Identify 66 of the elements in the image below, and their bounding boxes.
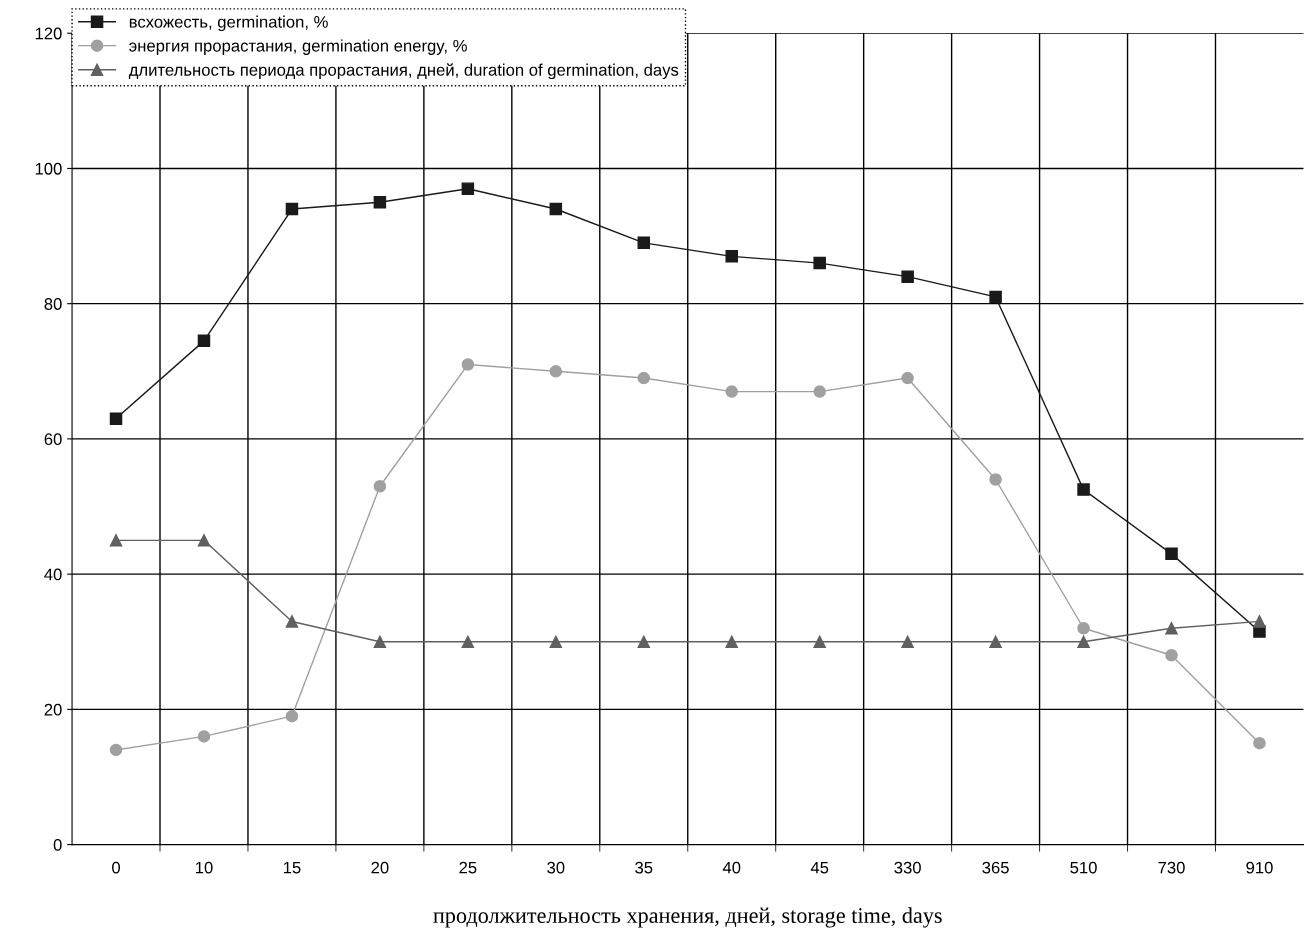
point bbox=[109, 743, 123, 757]
point bbox=[549, 635, 563, 649]
y-tick-label: 20 bbox=[44, 703, 62, 716]
point bbox=[285, 709, 299, 723]
x-tick-label: 0 bbox=[112, 861, 121, 874]
point bbox=[901, 635, 914, 649]
x-tick-label: 25 bbox=[459, 861, 477, 874]
point bbox=[1253, 615, 1266, 628]
point bbox=[109, 412, 123, 425]
point bbox=[197, 730, 211, 743]
point bbox=[637, 236, 651, 250]
point bbox=[901, 371, 914, 385]
point bbox=[461, 635, 475, 649]
point bbox=[549, 365, 563, 378]
x-tick-label: 730 bbox=[1158, 861, 1185, 874]
point bbox=[813, 256, 826, 270]
point bbox=[637, 635, 651, 649]
y-tick-label: 100 bbox=[35, 162, 62, 175]
point bbox=[725, 250, 738, 263]
point bbox=[813, 635, 826, 649]
point bbox=[373, 479, 387, 493]
point bbox=[197, 334, 211, 348]
point bbox=[1165, 649, 1178, 662]
legend-label: всхожесть, germination, % bbox=[129, 15, 328, 32]
point bbox=[813, 385, 826, 398]
point bbox=[1077, 483, 1090, 496]
point bbox=[725, 385, 738, 398]
point bbox=[285, 202, 299, 216]
point bbox=[901, 270, 914, 283]
point bbox=[461, 358, 475, 371]
x-tick-label: 330 bbox=[894, 861, 921, 874]
point bbox=[1077, 635, 1090, 649]
x-tick-label: 40 bbox=[722, 861, 741, 874]
point bbox=[285, 615, 299, 628]
x-tick-label: 910 bbox=[1246, 861, 1273, 874]
x-tick-label: 10 bbox=[195, 861, 213, 874]
point bbox=[637, 371, 651, 385]
y-tick-label: 80 bbox=[44, 298, 62, 310]
point bbox=[1165, 621, 1178, 635]
point bbox=[373, 196, 387, 209]
point bbox=[549, 202, 563, 216]
legend-label: энергия прорастания, germination energy, % bbox=[129, 39, 467, 55]
point bbox=[989, 290, 1002, 304]
x-tick-label: 510 bbox=[1070, 861, 1097, 874]
point bbox=[109, 534, 123, 547]
point bbox=[989, 473, 1002, 486]
x-tick-label: 365 bbox=[982, 861, 1009, 874]
y-tick-label: 40 bbox=[44, 568, 62, 581]
x-tick-label: 35 bbox=[635, 861, 653, 874]
point bbox=[725, 635, 738, 649]
legend-label: длительность периода прорастания, дней, duration of germination, days bbox=[128, 63, 679, 80]
point bbox=[197, 534, 211, 547]
y-tick-label: 60 bbox=[44, 433, 62, 446]
x-tick-label: 30 bbox=[547, 861, 565, 874]
point bbox=[1077, 621, 1090, 635]
point bbox=[989, 635, 1002, 649]
x-axis-title: продолжительность хранения, дней, storage time, days bbox=[433, 907, 942, 928]
y-tick-label: 120 bbox=[35, 27, 62, 40]
x-tick-label: 20 bbox=[371, 861, 389, 874]
x-tick-label: 15 bbox=[283, 861, 301, 874]
point bbox=[1253, 736, 1266, 750]
point bbox=[373, 635, 387, 649]
point bbox=[1165, 547, 1178, 561]
x-tick-label: 45 bbox=[810, 861, 829, 874]
point bbox=[461, 182, 475, 195]
y-tick-label: 0 bbox=[53, 839, 62, 851]
